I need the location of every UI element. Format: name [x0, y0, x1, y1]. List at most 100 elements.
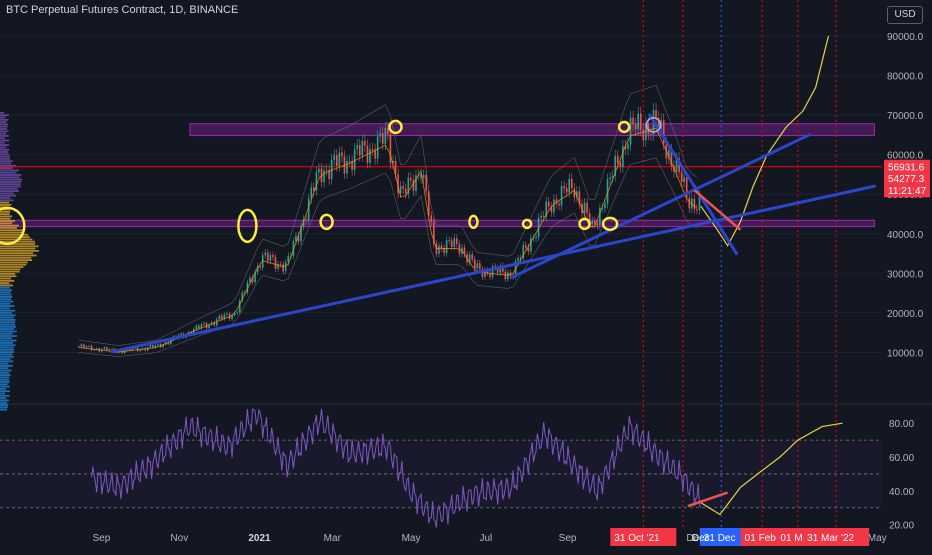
price-projection-line — [700, 35, 830, 247]
candle-body — [376, 136, 379, 159]
volume-bar — [0, 148, 10, 151]
candle-body — [361, 140, 364, 156]
candle-body — [415, 175, 417, 192]
volume-bar — [0, 227, 17, 229]
volume-bar — [0, 309, 16, 312]
candle-body — [200, 324, 203, 329]
price-axis-label: 90000.0 — [887, 32, 924, 43]
candle-body — [333, 155, 336, 160]
candle-body — [420, 174, 422, 179]
candle-body — [479, 263, 481, 269]
highlight-circle — [617, 120, 631, 134]
candle-body — [463, 247, 466, 255]
rsi-projection-line — [700, 422, 843, 516]
price-tag — [884, 171, 930, 186]
volume-bar — [0, 190, 19, 192]
time-axis-label: Mar — [324, 533, 342, 544]
volume-bar — [0, 252, 34, 255]
volume-bar — [0, 369, 12, 372]
candle-body — [668, 149, 670, 159]
bollinger-upper — [78, 84, 698, 346]
highlight-circle — [601, 216, 619, 232]
volume-bar — [0, 125, 8, 128]
volume-bar — [0, 284, 13, 287]
volume-bar — [0, 358, 11, 360]
volume-bar — [0, 273, 16, 275]
candle-body — [688, 197, 691, 209]
candle-body — [346, 161, 348, 174]
volume-bar — [0, 137, 5, 140]
candle-body — [540, 215, 542, 218]
candle-body — [213, 322, 215, 326]
candle-body — [542, 215, 545, 217]
candle-body — [471, 254, 473, 260]
candle-body — [310, 187, 313, 199]
volume-bar — [0, 128, 8, 130]
volume-bar — [0, 351, 14, 353]
time-axis-label: Dec — [686, 533, 704, 544]
candle-body — [330, 159, 333, 180]
candle-body — [277, 264, 279, 269]
volume-bar — [0, 296, 13, 298]
candle-body — [553, 199, 555, 213]
candle-body — [302, 219, 305, 227]
volume-bar — [0, 346, 14, 349]
candle-body — [78, 346, 80, 348]
volume-bar — [0, 155, 11, 158]
candle-body — [691, 198, 693, 209]
volume-bar — [0, 204, 12, 206]
volume-bar — [0, 224, 19, 227]
candle-body — [203, 323, 205, 325]
volume-bar — [0, 213, 10, 215]
candle-body — [139, 349, 141, 352]
candle-body — [655, 110, 657, 118]
candle-body — [504, 271, 507, 280]
candle-body — [394, 161, 397, 175]
volume-bar — [0, 217, 11, 220]
currency-button[interactable]: USD — [887, 6, 923, 24]
volume-bar — [0, 167, 13, 169]
volume-bar — [0, 169, 19, 172]
highlight-circle — [468, 214, 479, 230]
volume-bar — [0, 385, 10, 388]
volume-bar — [0, 325, 17, 328]
volume-bar — [0, 314, 16, 317]
candle-body — [374, 149, 376, 159]
volume-bar — [0, 291, 11, 294]
candle-body — [108, 349, 111, 351]
volume-bar — [0, 319, 16, 321]
candle-body — [335, 155, 338, 166]
time-axis-label: Dec — [692, 533, 710, 544]
candle-body — [438, 245, 440, 254]
highlight-circle — [521, 218, 533, 230]
volume-bar — [0, 210, 11, 213]
volume-bar — [0, 181, 22, 183]
candle-body — [152, 345, 154, 348]
candle-body — [537, 217, 540, 238]
date-marker-label: 31 Dec — [704, 533, 736, 544]
candle-body — [238, 300, 241, 313]
candle-body — [642, 129, 645, 141]
candle-body — [269, 255, 272, 261]
volume-bar — [0, 275, 17, 278]
candle-body — [407, 177, 410, 194]
price-tag — [884, 159, 930, 174]
volume-bar — [0, 250, 39, 252]
volume-bar — [0, 321, 16, 324]
volume-bar — [0, 233, 29, 236]
candle-body — [650, 133, 652, 135]
volume-bar — [0, 312, 12, 314]
candle-body — [558, 203, 560, 206]
candle-body — [412, 180, 415, 192]
candle-body — [106, 347, 108, 351]
candle-body — [568, 178, 571, 193]
candle-body — [591, 220, 594, 225]
candle-body — [560, 186, 563, 206]
volume-bar — [0, 201, 10, 204]
time-axis-label: Jul — [479, 533, 492, 544]
rsi-axis-label: 20.00 — [889, 521, 914, 532]
candle-body — [167, 342, 170, 345]
candle-body — [448, 240, 450, 242]
trendline — [110, 184, 876, 354]
